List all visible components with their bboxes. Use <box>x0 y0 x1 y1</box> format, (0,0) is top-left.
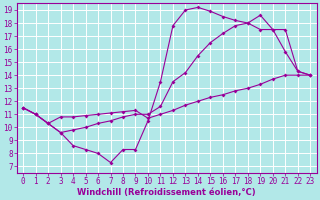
X-axis label: Windchill (Refroidissement éolien,°C): Windchill (Refroidissement éolien,°C) <box>77 188 256 197</box>
